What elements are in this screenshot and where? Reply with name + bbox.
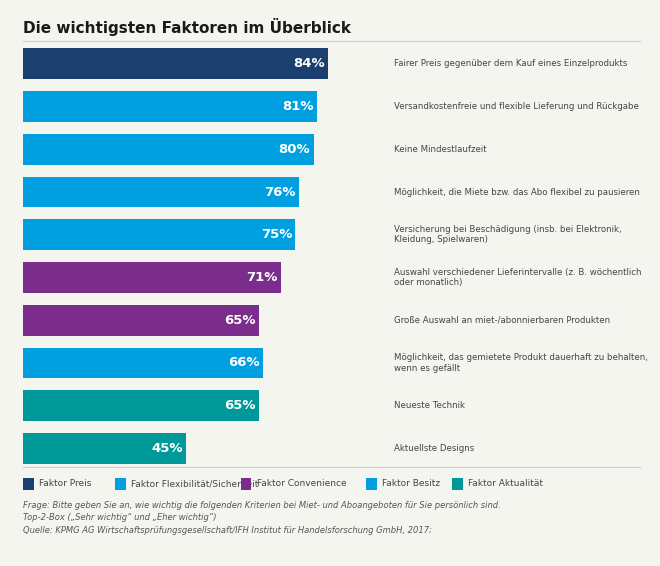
Text: Fairer Preis gegenüber dem Kauf eines Einzelprodukts: Fairer Preis gegenüber dem Kauf eines Ei…: [394, 59, 628, 68]
Bar: [23, 305, 259, 336]
Text: 65%: 65%: [224, 399, 256, 412]
Text: 66%: 66%: [228, 357, 259, 370]
Bar: [23, 134, 314, 165]
Text: 71%: 71%: [246, 271, 277, 284]
Text: Keine Mindestlaufzeit: Keine Mindestlaufzeit: [394, 145, 486, 154]
Bar: [23, 177, 299, 207]
Text: Neueste Technik: Neueste Technik: [394, 401, 465, 410]
Text: Versicherung bei Beschädigung (insb. bei Elektronik, Kleidung, Spielwaren): Versicherung bei Beschädigung (insb. bei…: [394, 225, 622, 245]
Text: Möglichkeit, die Miete bzw. das Abo flexibel zu pausieren: Möglichkeit, die Miete bzw. das Abo flex…: [394, 187, 640, 196]
Bar: [23, 433, 187, 464]
Text: Große Auswahl an miet-/abonnierbaren Produkten: Große Auswahl an miet-/abonnierbaren Pro…: [394, 316, 610, 325]
Text: Die wichtigsten Faktoren im Überblick: Die wichtigsten Faktoren im Überblick: [23, 18, 351, 36]
Text: Versandkostenfreie und flexible Lieferung und Rückgabe: Versandkostenfreie und flexible Lieferun…: [394, 102, 639, 111]
Text: Faktor Preis: Faktor Preis: [39, 479, 91, 488]
Text: Faktor Besitz: Faktor Besitz: [382, 479, 440, 488]
Text: Faktor Convenience: Faktor Convenience: [257, 479, 346, 488]
Bar: [23, 91, 317, 122]
Text: 75%: 75%: [261, 228, 292, 241]
Text: Top-2-Box („Sehr wichtig“ und „Eher wichtig“): Top-2-Box („Sehr wichtig“ und „Eher wich…: [23, 513, 216, 522]
Bar: [23, 262, 281, 293]
Bar: [23, 391, 259, 421]
Text: 65%: 65%: [224, 314, 256, 327]
Text: 45%: 45%: [152, 442, 183, 455]
Bar: [23, 348, 263, 378]
Text: Auswahl verschiedener Lieferintervalle (z. B. wöchentlich oder monatlich): Auswahl verschiedener Lieferintervalle (…: [394, 268, 642, 287]
Text: 80%: 80%: [279, 143, 310, 156]
Text: Möglichkeit, das gemietete Produkt dauerhaft zu behalten, wenn es gefällt: Möglichkeit, das gemietete Produkt dauer…: [394, 353, 648, 372]
Text: 81%: 81%: [282, 100, 314, 113]
Text: Faktor Flexibilität/Sicherheit: Faktor Flexibilität/Sicherheit: [131, 479, 259, 488]
Bar: [23, 220, 296, 250]
Text: 84%: 84%: [293, 57, 325, 70]
Text: Quelle: KPMG AG Wirtschaftsprüfungsgesellschaft/IFH Institut für Handelsforschun: Quelle: KPMG AG Wirtschaftsprüfungsgesel…: [23, 526, 432, 535]
Bar: [23, 49, 328, 79]
Text: 76%: 76%: [264, 186, 296, 199]
Text: Frage: Bitte geben Sie an, wie wichtig die folgenden Kriterien bei Miet- und Abo: Frage: Bitte geben Sie an, wie wichtig d…: [23, 501, 501, 510]
Text: Aktuellste Designs: Aktuellste Designs: [394, 444, 475, 453]
Text: Faktor Aktualität: Faktor Aktualität: [468, 479, 543, 488]
